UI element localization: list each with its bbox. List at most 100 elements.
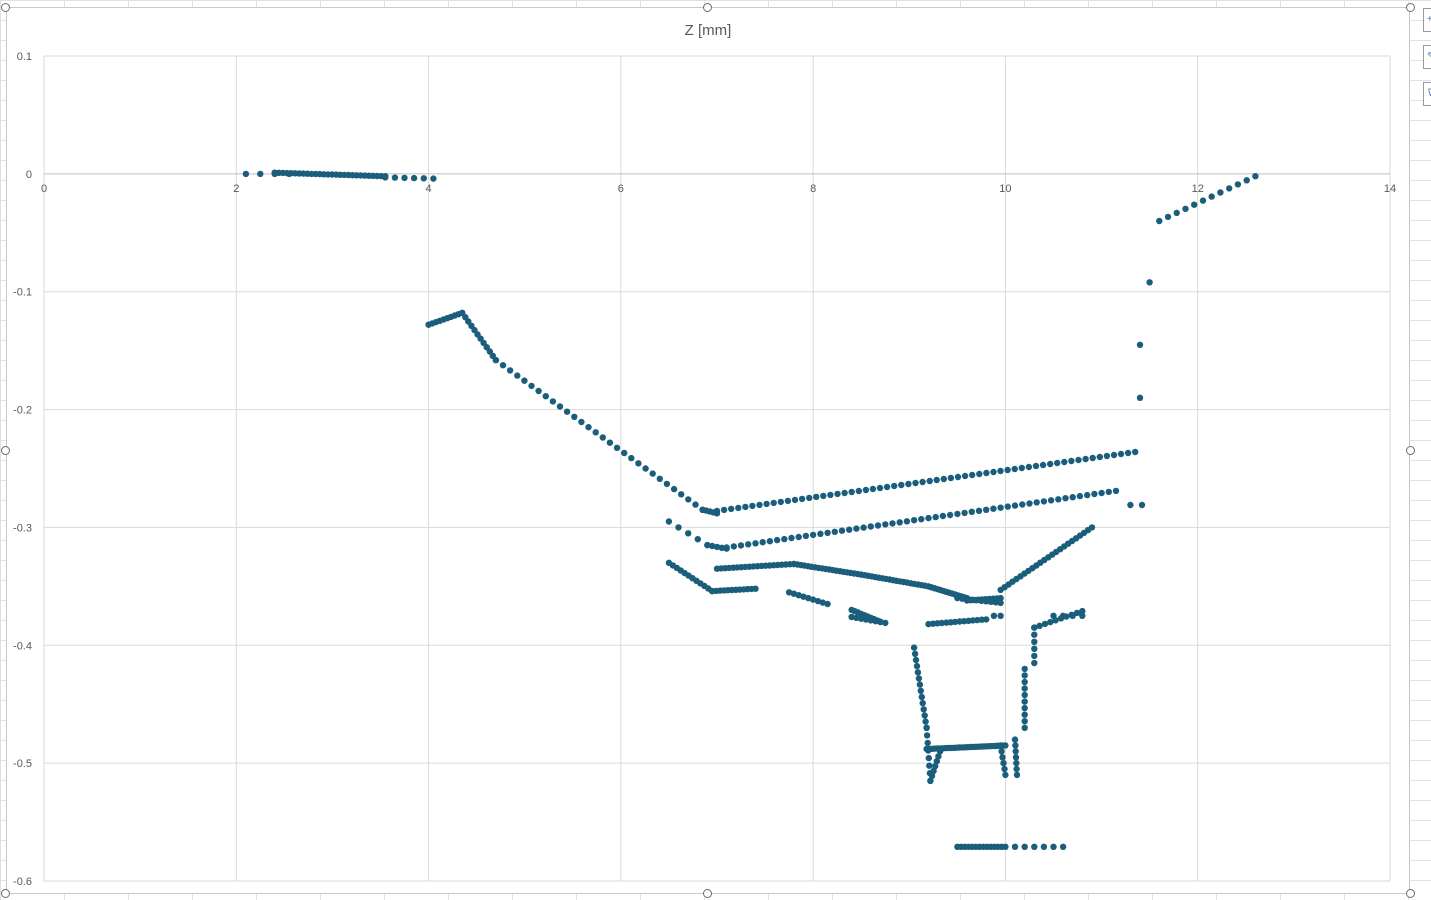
data-point [785,589,793,596]
data-point [642,465,649,472]
data-point [1031,631,1038,638]
data-point [1138,501,1146,509]
data-point [1089,454,1096,462]
data-point [1069,612,1076,619]
data-point [1182,205,1189,212]
data-point [759,539,766,546]
data-point [242,170,250,178]
resize-handle-bottom-left[interactable] [1,889,10,898]
data-point [514,372,521,379]
plus-icon: + [1427,14,1431,25]
data-point [685,530,692,537]
x-tick-label: 14 [1384,183,1396,195]
x-tick-labels: 0 2 4 6 8 10 12 14 [41,183,1396,195]
resize-handle-top-right[interactable] [1406,3,1415,12]
data-point [1068,457,1075,465]
data-point [257,170,264,178]
data-point [999,754,1006,761]
resize-handle-bottom-right[interactable] [1406,889,1415,898]
data-point [549,398,557,405]
data-point [959,595,966,602]
data-point [1103,452,1111,460]
y-tick-label: -0.6 [13,876,32,888]
resize-handle-middle-left[interactable] [1,446,10,455]
data-point [914,669,922,676]
data-point [1079,612,1086,619]
data-point [1061,458,1068,466]
data-point [1079,607,1086,615]
data-point [1013,759,1020,767]
chart-elements-button[interactable]: + [1423,8,1431,32]
data-point [752,585,759,592]
data-point [773,536,781,544]
data-point [1002,771,1009,779]
brush-icon: ✎ [1427,51,1431,63]
data-point [928,772,936,780]
data-point [919,699,926,707]
resize-handle-bottom-middle[interactable] [703,889,712,898]
data-point [1019,501,1026,508]
data-point [1047,460,1054,468]
x-tick-label: 4 [426,183,432,195]
chart-filters-button[interactable]: ⊽ [1423,82,1431,106]
data-point [831,528,838,535]
resize-handle-top-middle[interactable] [703,3,712,12]
data-point [916,681,924,688]
data-point [535,387,542,395]
data-point [777,498,784,506]
data-point [983,506,990,513]
data-point [872,618,879,625]
data-point [867,523,874,530]
data-point [770,499,777,507]
x-tick-label: 2 [233,183,239,195]
data-point [1021,724,1028,731]
data-point [1021,691,1028,699]
data-point [862,486,870,494]
data-point [1040,843,1048,850]
data-point [1173,209,1180,217]
data-point [817,530,824,537]
data-point [1026,500,1033,507]
data-point [874,522,882,529]
data-point [1075,456,1082,464]
y-tick-label: -0.4 [13,640,32,652]
data-point [1069,494,1076,501]
data-point [869,485,877,493]
data-point [858,615,865,622]
y-tick-label: 0 [26,169,32,181]
data-point [1021,698,1028,705]
data-point [933,758,940,765]
chart-area[interactable]: Z [mm] 0.1 0 -0.1 -0.2 -0.3 -0.4 -0.5 -0.6 0 2 4 6… [6,7,1410,894]
data-point [621,449,628,457]
x-tick-label: 0 [41,183,47,195]
filter-icon: ⊽ [1427,88,1431,99]
data-point [401,174,408,182]
data-point [924,739,931,747]
data-point [1088,524,1096,531]
x-tick-label: 10 [999,183,1011,195]
data-point [1011,736,1019,743]
data-point [1124,449,1132,457]
data-point [1002,843,1009,850]
data-point [1000,759,1007,767]
data-point [745,541,752,548]
data-point [876,484,884,492]
data-point [1012,748,1019,755]
data-point [947,474,955,482]
data-point [1011,465,1018,473]
data-point [963,596,971,603]
data-point [506,367,514,374]
chart-styles-button[interactable]: ✎ [1423,45,1431,69]
data-point [961,509,968,517]
resize-handle-top-left[interactable] [1,3,10,12]
data-point [848,613,855,621]
data-point [791,496,799,504]
data-point [1012,754,1020,761]
x-tick-label: 12 [1192,183,1204,195]
data-point [542,393,549,400]
data-point [720,506,728,514]
data-point [728,505,735,513]
resize-handle-middle-right[interactable] [1406,446,1415,455]
data-point [1031,624,1038,631]
y-tick-label: -0.2 [13,405,32,417]
